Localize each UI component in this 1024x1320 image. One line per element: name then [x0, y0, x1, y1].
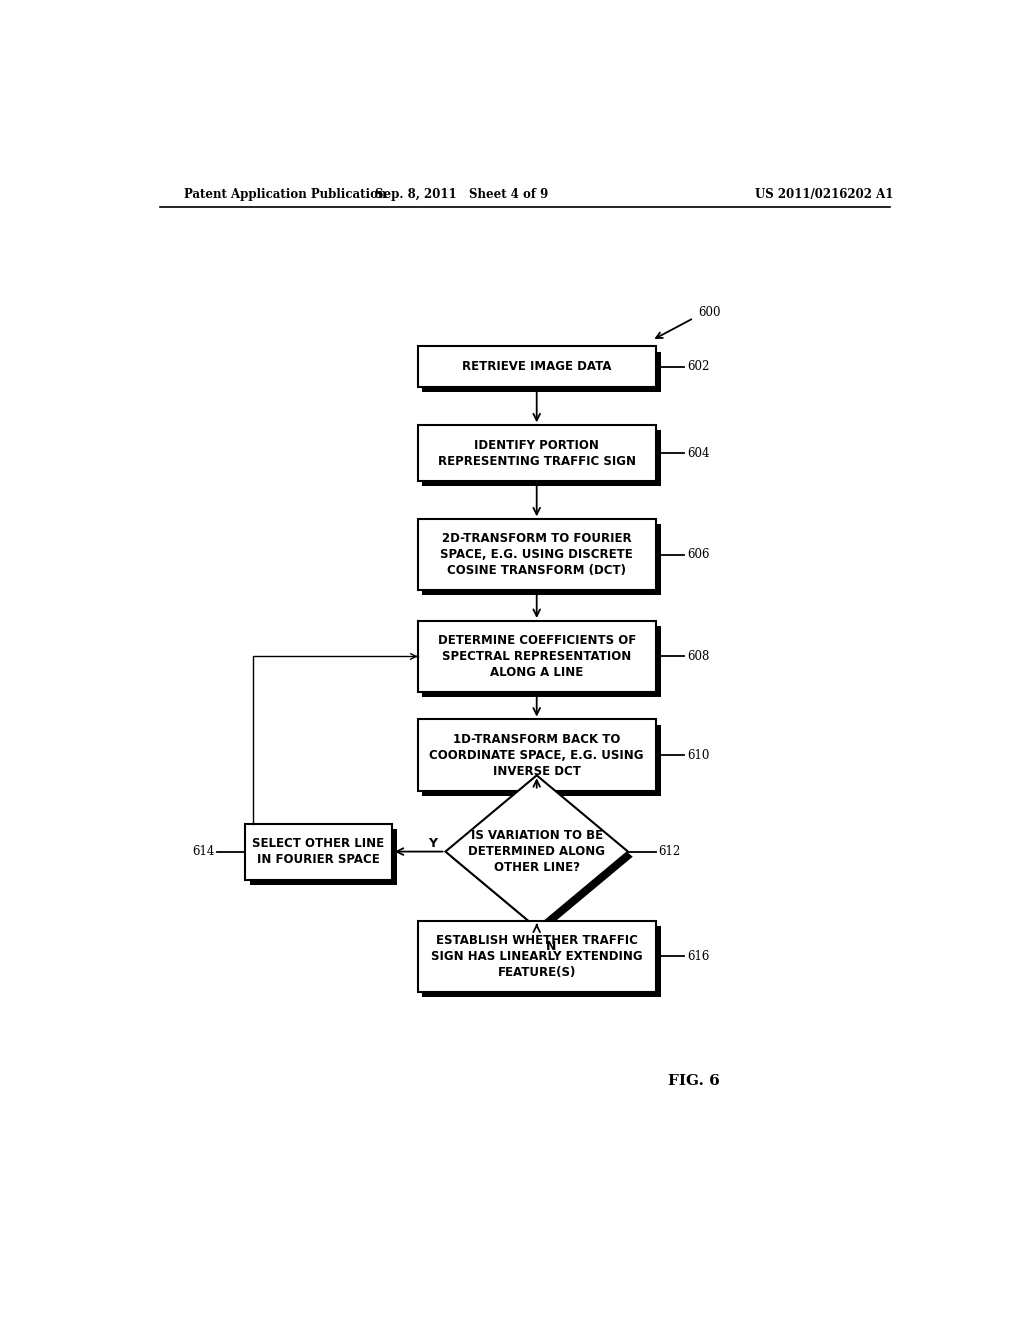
Text: 1D-TRANSFORM BACK TO
COORDINATE SPACE, E.G. USING
INVERSE DCT: 1D-TRANSFORM BACK TO COORDINATE SPACE, E… [429, 733, 644, 777]
Text: Y: Y [428, 837, 437, 850]
Bar [423, 925, 660, 997]
Bar [418, 519, 655, 590]
Bar [418, 921, 655, 991]
Bar [423, 524, 660, 595]
Text: 606: 606 [687, 548, 710, 561]
Bar [423, 351, 660, 392]
Bar [423, 725, 660, 796]
Bar [418, 620, 655, 692]
Text: ESTABLISH WHETHER TRAFFIC
SIGN HAS LINEARLY EXTENDING
FEATURE(S): ESTABLISH WHETHER TRAFFIC SIGN HAS LINEA… [431, 933, 642, 978]
Text: DETERMINE COEFFICIENTS OF
SPECTRAL REPRESENTATION
ALONG A LINE: DETERMINE COEFFICIENTS OF SPECTRAL REPRE… [437, 634, 636, 678]
Bar [250, 829, 396, 884]
Text: 614: 614 [193, 845, 215, 858]
Text: N: N [546, 940, 557, 953]
Text: 602: 602 [687, 360, 710, 374]
Text: 600: 600 [697, 306, 720, 319]
Polygon shape [451, 780, 633, 933]
Text: Sep. 8, 2011   Sheet 4 of 9: Sep. 8, 2011 Sheet 4 of 9 [375, 189, 548, 202]
Text: 610: 610 [687, 748, 710, 762]
Text: Patent Application Publication: Patent Application Publication [183, 189, 386, 202]
Bar [418, 346, 655, 387]
Text: SELECT OTHER LINE
IN FOURIER SPACE: SELECT OTHER LINE IN FOURIER SPACE [252, 837, 385, 866]
Text: IDENTIFY PORTION
REPRESENTING TRAFFIC SIGN: IDENTIFY PORTION REPRESENTING TRAFFIC SI… [437, 438, 636, 467]
Bar [418, 719, 655, 791]
Text: 2D-TRANSFORM TO FOURIER
SPACE, E.G. USING DISCRETE
COSINE TRANSFORM (DCT): 2D-TRANSFORM TO FOURIER SPACE, E.G. USIN… [440, 532, 633, 577]
Polygon shape [445, 775, 628, 928]
Bar [423, 430, 660, 486]
Bar [423, 626, 660, 697]
Text: US 2011/0216202 A1: US 2011/0216202 A1 [755, 189, 893, 202]
Text: IS VARIATION TO BE
DETERMINED ALONG
OTHER LINE?: IS VARIATION TO BE DETERMINED ALONG OTHE… [468, 829, 605, 874]
Text: 604: 604 [687, 446, 710, 459]
Text: 612: 612 [658, 845, 680, 858]
Bar [418, 425, 655, 480]
Text: RETRIEVE IMAGE DATA: RETRIEVE IMAGE DATA [462, 360, 611, 374]
Bar [245, 824, 392, 879]
Text: 616: 616 [687, 950, 710, 962]
Text: FIG. 6: FIG. 6 [668, 1074, 720, 1088]
Text: 608: 608 [687, 649, 710, 663]
